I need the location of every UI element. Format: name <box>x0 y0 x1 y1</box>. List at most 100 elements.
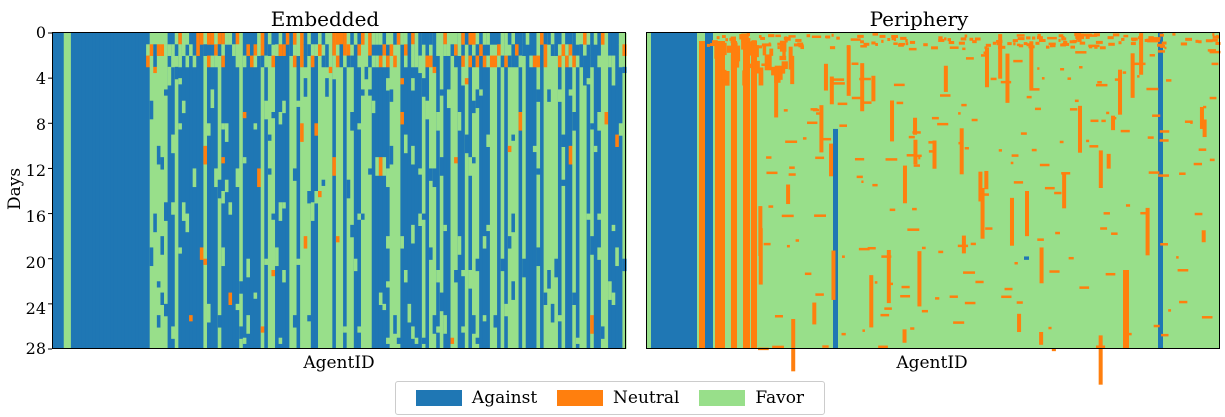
agent-column <box>117 33 122 349</box>
neutral-cell <box>1063 40 1068 44</box>
neutral-cell <box>1202 119 1207 138</box>
neutral-cell <box>937 122 949 126</box>
neutral-cell <box>779 55 787 61</box>
switch-cell <box>432 44 437 56</box>
neutral-cell <box>893 42 898 45</box>
agent-column <box>507 33 512 349</box>
neutral-cell <box>881 255 892 258</box>
neutral-cell <box>1159 33 1165 37</box>
agent-column <box>486 33 491 349</box>
agent-column <box>450 33 455 349</box>
switch-cell <box>565 44 570 56</box>
neutral-cell <box>357 44 362 56</box>
switch-cell <box>353 33 359 45</box>
neutral-cell <box>1017 37 1025 41</box>
switch-cell <box>421 78 427 97</box>
switch-cell <box>511 281 516 300</box>
neutral-cell <box>1157 50 1165 53</box>
neutral-cell <box>1048 326 1052 330</box>
switch-cell <box>525 33 530 45</box>
neutral-cell <box>912 207 917 211</box>
agent-column <box>525 33 530 349</box>
neutral-cell <box>1077 33 1085 37</box>
agent-column <box>300 33 305 349</box>
neutral-cell <box>978 171 983 202</box>
switch-cell <box>171 134 176 154</box>
switch-cell <box>411 44 416 56</box>
switch-cell <box>246 258 251 278</box>
neutral-cell <box>860 63 865 112</box>
switch-cell <box>171 326 176 339</box>
neutral-cell <box>795 239 800 242</box>
switch-cell <box>611 224 616 232</box>
neutral-cell <box>1018 44 1024 48</box>
neutral-cell <box>869 275 874 328</box>
neutral-cell <box>389 44 394 56</box>
switch-cell <box>146 44 151 56</box>
neutral-cell <box>1159 139 1169 142</box>
neutral-cell <box>832 78 845 81</box>
switch-cell <box>375 33 380 45</box>
neutral-cell <box>1172 33 1176 36</box>
neutral-cell <box>1086 139 1090 143</box>
neutral-cell <box>859 77 871 81</box>
neutral-cell <box>292 55 298 68</box>
neutral-cell <box>908 135 915 139</box>
neutral-cell <box>996 42 1000 46</box>
neutral-cell <box>1026 43 1032 47</box>
neutral-cell <box>1095 83 1108 87</box>
agent-column <box>142 33 147 349</box>
switch-cell <box>224 179 230 193</box>
switch-cell <box>174 44 179 56</box>
switch-cell <box>325 44 330 56</box>
switch-cell <box>608 281 613 300</box>
neutral-cell <box>1106 111 1110 115</box>
switch-cell <box>472 315 477 334</box>
switch-cell <box>411 224 416 244</box>
agent-column <box>88 33 93 349</box>
switch-cell <box>282 202 287 209</box>
agent-column <box>500 33 505 349</box>
neutral-cell <box>1156 43 1164 47</box>
switch-cell <box>489 33 495 45</box>
neutral-cell <box>760 36 766 40</box>
neutral-cell <box>829 76 834 105</box>
switch-cell <box>443 224 448 232</box>
neutral-cell <box>1138 41 1142 45</box>
agent-column <box>239 33 244 349</box>
neutral-cell <box>1078 36 1085 40</box>
neutral-cell <box>346 44 351 56</box>
agent-column <box>292 33 298 349</box>
y-tick-label: 8 <box>36 115 46 134</box>
agent-column <box>475 33 480 349</box>
neutral-cell <box>482 55 487 68</box>
switch-cell <box>507 236 512 249</box>
neutral-cell <box>782 50 786 58</box>
switch-cell <box>350 112 355 131</box>
neutral-cell <box>791 318 796 372</box>
agent-column <box>160 33 165 349</box>
switch-cell <box>185 55 190 68</box>
switch-cell <box>461 326 466 333</box>
agent-column <box>92 33 97 349</box>
agent-column <box>260 33 265 349</box>
switch-cell <box>511 44 516 56</box>
neutral-cell <box>879 34 886 38</box>
neutral-cell <box>1146 87 1159 91</box>
neutral-cell <box>468 33 473 45</box>
agent-column <box>432 33 437 349</box>
switch-cell <box>597 55 602 68</box>
switch-cell <box>468 157 473 176</box>
neutral-cell <box>1139 33 1144 75</box>
switch-cell <box>242 112 247 119</box>
switch-cell <box>475 44 480 56</box>
switch-cell <box>228 292 233 305</box>
switch-cell <box>178 78 183 85</box>
switch-cell <box>554 44 559 56</box>
neutral-cell <box>278 44 283 56</box>
agent-column <box>522 33 527 349</box>
neutral-cell <box>1111 232 1118 235</box>
switch-cell <box>486 33 491 45</box>
switch-cell <box>411 78 416 91</box>
neutral-cell <box>931 116 939 120</box>
